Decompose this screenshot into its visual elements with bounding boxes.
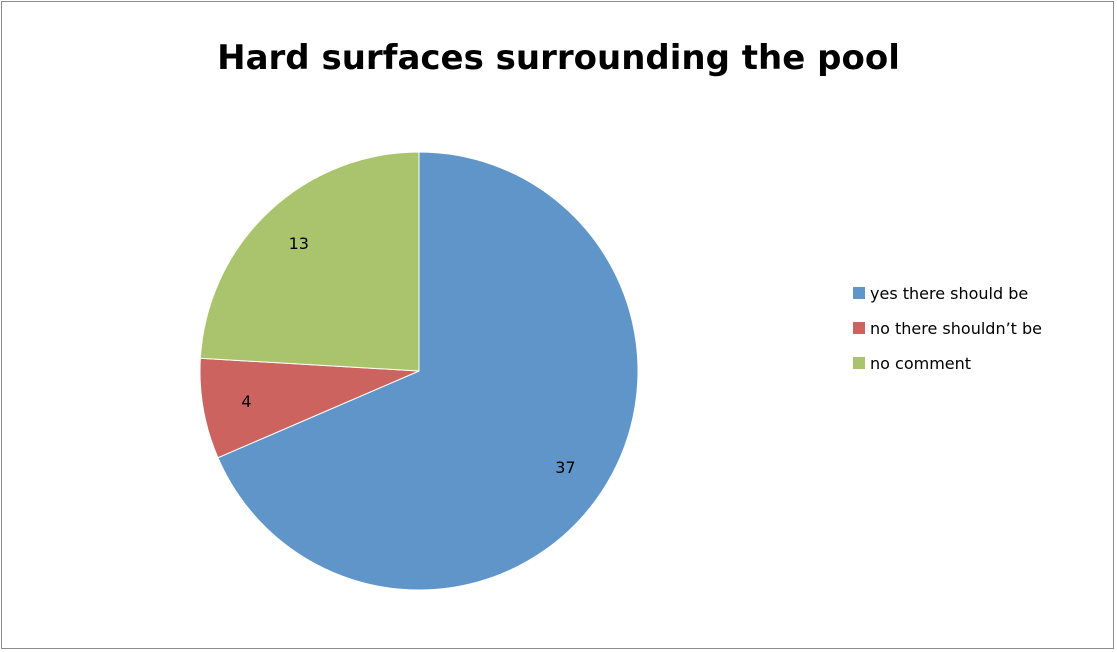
legend-swatch-yes xyxy=(853,287,865,299)
legend-label-no: no there shouldn’t be xyxy=(870,318,1043,338)
pie-slice-no xyxy=(199,357,420,459)
legend: yes there should be no there shouldn’t b… xyxy=(853,283,1042,388)
chart-title: Hard surfaces surrounding the pool xyxy=(217,38,900,78)
legend-item-no: no there shouldn’t be xyxy=(853,318,1042,338)
legend-swatch-no-comment xyxy=(853,357,865,369)
data-label-no-comment: 13 xyxy=(289,234,309,253)
legend-swatch-no xyxy=(853,322,865,334)
data-label-yes: 37 xyxy=(555,458,575,477)
legend-label-yes: yes there should be xyxy=(870,283,1029,303)
legend-item-yes: yes there should be xyxy=(853,283,1042,303)
pie-slice-no-comment xyxy=(199,151,420,372)
legend-label-no-comment: no comment xyxy=(870,353,972,373)
data-label-no: 4 xyxy=(241,392,251,411)
pie-slice-yes xyxy=(217,151,639,591)
legend-item-no-comment: no comment xyxy=(853,353,1042,373)
